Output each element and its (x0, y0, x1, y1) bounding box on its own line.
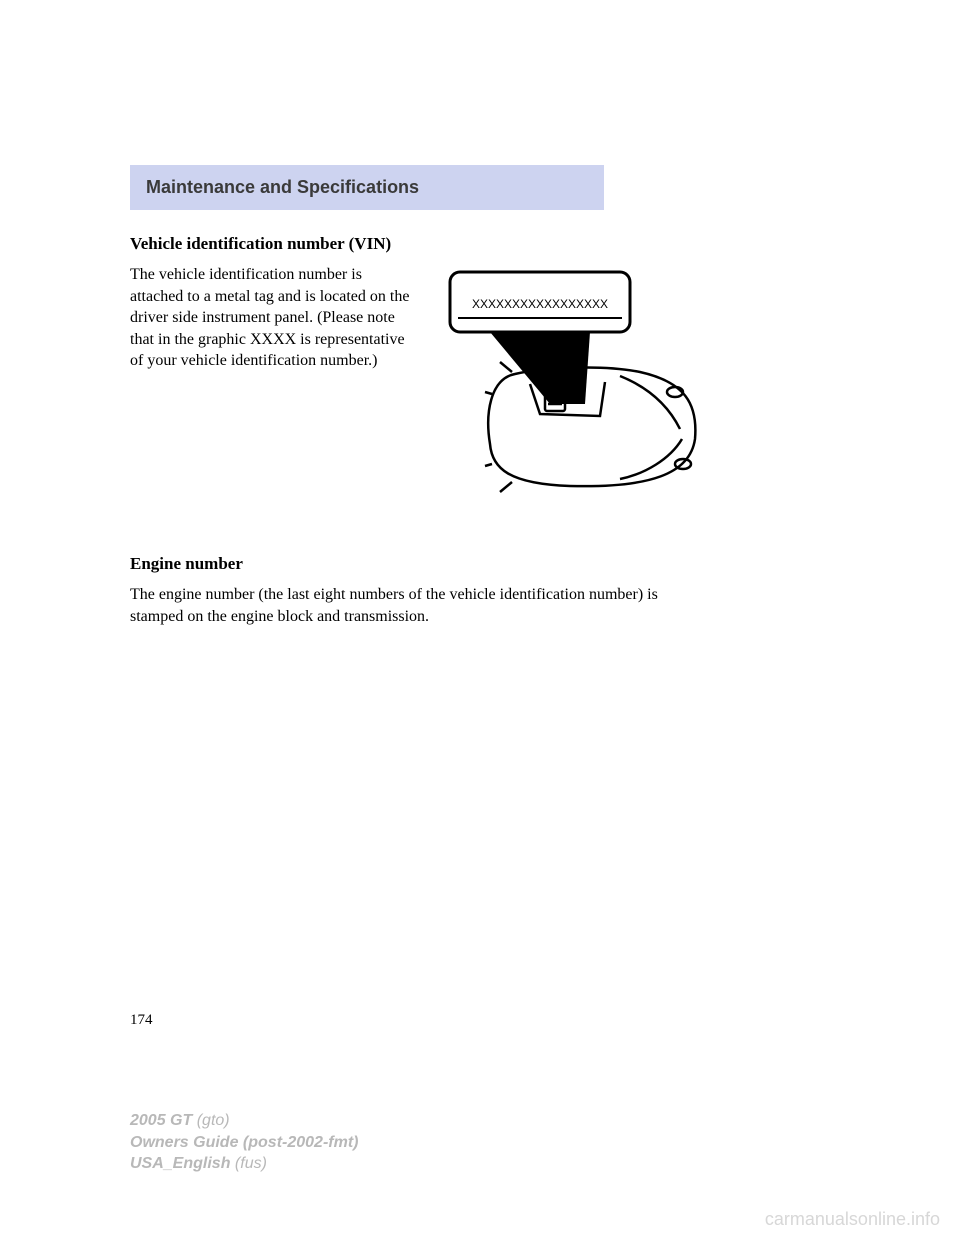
engine-heading: Engine number (130, 554, 830, 574)
footer-line-2: Owners Guide (post-2002-fmt) (130, 1132, 358, 1154)
vin-diagram: XXXXXXXXXXXXXXXXX (430, 264, 710, 494)
page-content: Maintenance and Specifications Vehicle i… (0, 0, 960, 629)
vin-plate-text: XXXXXXXXXXXXXXXXX (472, 297, 608, 311)
page-number: 174 (130, 1012, 153, 1029)
footer-model: 2005 GT (130, 1112, 192, 1129)
engine-body-text: The engine number (the last eight number… (130, 584, 690, 629)
footer-lang: USA_English (130, 1155, 230, 1172)
footer-model-code: (gto) (192, 1112, 229, 1129)
footer-line-1: 2005 GT (gto) (130, 1110, 358, 1132)
watermark: carmanualsonline.info (765, 1209, 940, 1230)
section-header-text: Maintenance and Specifications (146, 177, 419, 197)
footer-line-3: USA_English (fus) (130, 1153, 358, 1175)
footer-lang-code: (fus) (230, 1155, 266, 1172)
vin-heading: Vehicle identification number (VIN) (130, 234, 830, 254)
vin-content-row: The vehicle identification number is att… (130, 264, 830, 494)
vin-body-text: The vehicle identification number is att… (130, 264, 410, 494)
section-header: Maintenance and Specifications (130, 165, 604, 210)
footer: 2005 GT (gto) Owners Guide (post-2002-fm… (130, 1110, 358, 1175)
